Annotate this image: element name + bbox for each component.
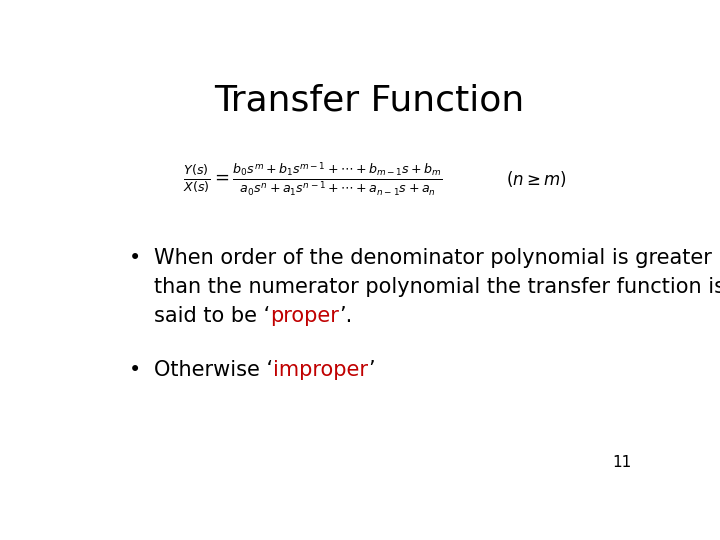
Text: than the numerator polynomial the transfer function is: than the numerator polynomial the transf… — [154, 277, 720, 297]
Text: 11: 11 — [612, 455, 631, 470]
Text: $(n \geq m)$: $(n \geq m)$ — [506, 169, 567, 189]
Text: said to be ‘: said to be ‘ — [154, 306, 271, 326]
Text: Transfer Function: Transfer Function — [214, 84, 524, 118]
Text: •: • — [129, 360, 141, 380]
Text: improper: improper — [274, 360, 369, 380]
Text: ’.: ’. — [339, 306, 353, 326]
Text: When order of the denominator polynomial is greater: When order of the denominator polynomial… — [154, 248, 712, 268]
Text: Otherwise ‘: Otherwise ‘ — [154, 360, 274, 380]
Text: proper: proper — [271, 306, 339, 326]
Text: •: • — [129, 248, 141, 268]
Text: ’: ’ — [369, 360, 375, 380]
Text: $\frac{Y(s)}{X(s)} = \frac{b_0s^m + b_1s^{m-1} + \cdots + b_{m-1}s + b_m}{a_0s^n: $\frac{Y(s)}{X(s)} = \frac{b_0s^m + b_1s… — [184, 160, 443, 198]
